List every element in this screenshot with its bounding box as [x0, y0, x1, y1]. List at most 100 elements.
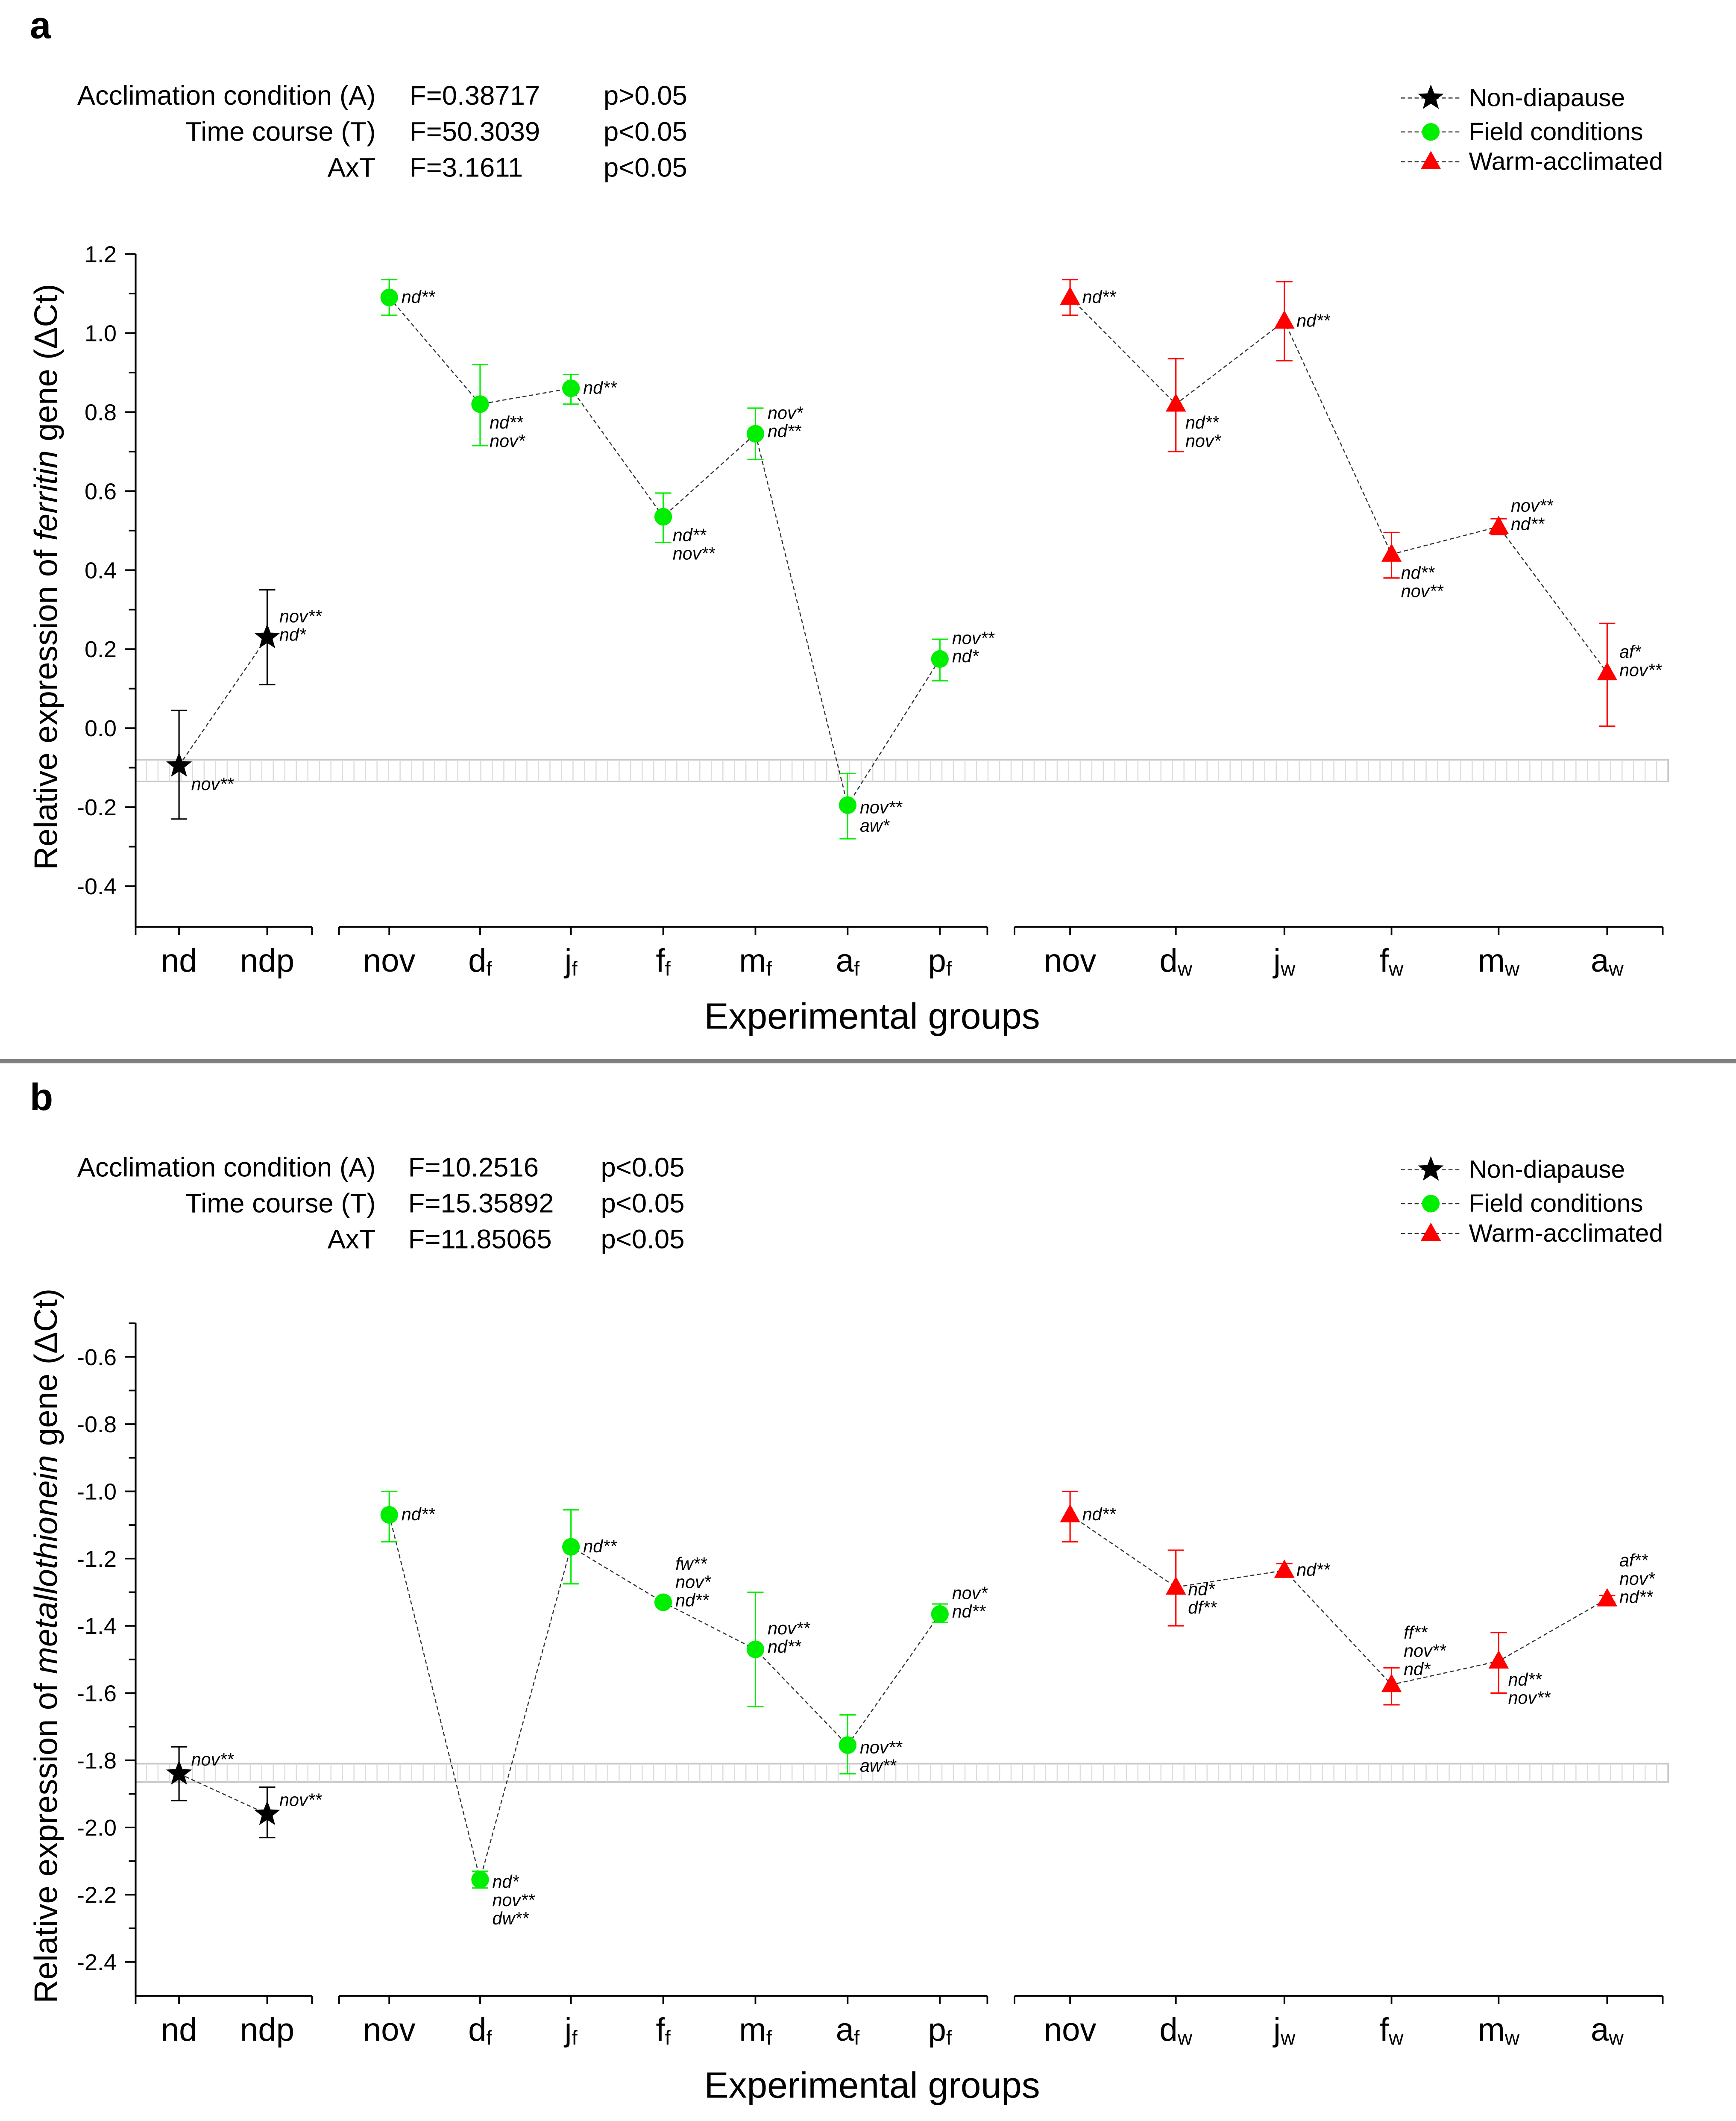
- x-tick-label-main: d: [468, 2012, 486, 2048]
- data-point-triangle-icon: [1274, 1559, 1295, 1578]
- significance-annotation: nd**: [1619, 1587, 1654, 1607]
- stat-p-value: p>0.05: [604, 81, 687, 111]
- y-axis-title-prefix: Relative expression of: [28, 1674, 64, 2003]
- x-tick-label-subscript: f: [766, 2027, 772, 2049]
- significance-annotation: nd**: [1401, 563, 1435, 582]
- series-non_diapause: nov** nov**: [166, 1746, 323, 1839]
- data-point-star-icon: [254, 1800, 280, 1825]
- significance-annotation: nd**: [1508, 1670, 1542, 1689]
- legend-item-non_diapause: Non-diapause: [1401, 84, 1625, 112]
- stat-p-value: p<0.05: [601, 1189, 685, 1219]
- x-tick-label: jw: [1273, 943, 1296, 981]
- significance-annotation: nov**: [279, 607, 323, 626]
- y-tick-label: -1.8: [77, 1748, 117, 1774]
- x-tick-label-main: m: [1478, 943, 1504, 979]
- significance-annotation: nd**: [1296, 1560, 1331, 1580]
- data-point-star-icon: [166, 752, 192, 777]
- y-tick-label: -0.4: [77, 874, 117, 899]
- x-tick-label-main: m: [1478, 2012, 1504, 2048]
- x-tick-label-main: j: [1273, 943, 1281, 979]
- significance-annotation: nd*: [493, 1872, 520, 1892]
- x-tick-label-subscript: f: [946, 2027, 952, 2049]
- series-non_diapause: nov**nov**nd*: [166, 589, 323, 820]
- x-tick-label-main: p: [928, 943, 946, 979]
- data-point-triangle-icon: [1381, 543, 1402, 562]
- significance-annotation: af**: [1619, 1551, 1648, 1570]
- x-tick-label: nov: [1044, 2012, 1097, 2048]
- significance-annotation: nov**: [768, 1619, 811, 1638]
- x-tick-label: mf: [739, 2012, 772, 2050]
- data-point-circle-icon: [654, 508, 672, 526]
- y-tick-label: 0.4: [85, 558, 117, 583]
- x-tick-label: df: [468, 943, 492, 981]
- data-point-circle-icon: [380, 288, 398, 306]
- y-tick-label: -2.4: [77, 1950, 117, 1975]
- x-tick-label-main: f: [656, 943, 665, 979]
- data-point-triangle-icon: [1165, 1576, 1186, 1595]
- x-tick-label: fw: [1380, 943, 1404, 981]
- x-tick-label-subscript: f: [572, 2027, 578, 2049]
- y-axis-title-suffix: gene (ΔCt): [28, 1289, 64, 1455]
- significance-annotation: nd**: [1296, 311, 1331, 330]
- y-axis-title-gene: metallothionein: [28, 1455, 64, 1674]
- data-point-triangle-icon: [1597, 662, 1618, 681]
- x-tick-label: mw: [1478, 943, 1519, 981]
- y-tick-label: -0.2: [77, 795, 117, 820]
- x-tick-label-subscript: w: [1608, 958, 1624, 981]
- significance-annotation: nov**: [493, 1890, 536, 1910]
- x-tick-label-main: j: [564, 943, 572, 979]
- x-tick-label-main: ndp: [240, 2012, 294, 2048]
- y-tick-label: 0.2: [85, 637, 117, 662]
- x-axis-title: Experimental groups: [704, 996, 1040, 1037]
- x-tick-label-subscript: f: [487, 958, 493, 981]
- stat-f-value: F=0.38717: [410, 81, 540, 111]
- x-tick-label-main: nov: [1044, 2012, 1097, 2048]
- legend-marker-triangle-icon: [1420, 1222, 1441, 1241]
- significance-annotation: nov*: [1619, 1569, 1656, 1589]
- data-point-triangle-icon: [1488, 1650, 1509, 1669]
- x-tick-label-subscript: w: [1177, 2027, 1193, 2049]
- stat-label: Time course (T): [185, 117, 376, 147]
- reference-band: [135, 1763, 1669, 1783]
- stat-label: Acclimation condition (A): [77, 81, 376, 111]
- significance-annotation: nov**: [191, 1750, 235, 1769]
- x-tick-label-subscript: f: [766, 958, 772, 981]
- data-point-star-icon: [254, 623, 280, 649]
- legend-label: Non-diapause: [1469, 1156, 1625, 1184]
- y-tick-label: -1.4: [77, 1613, 117, 1639]
- data-point-circle-icon: [839, 1736, 857, 1754]
- x-tick-label-subscript: w: [1177, 958, 1193, 981]
- x-tick-label-subscript: f: [572, 958, 578, 981]
- x-tick-label: jf: [564, 2012, 578, 2050]
- x-tick-label-main: a: [1591, 943, 1609, 979]
- x-tick-label-main: ndp: [240, 943, 294, 979]
- reference-band: [135, 759, 1669, 782]
- stat-p-value: p<0.05: [604, 117, 687, 147]
- x-tick-label-main: nd: [161, 2012, 197, 2048]
- y-tick-label: -2.2: [77, 1882, 117, 1908]
- x-tick-label: ndp: [240, 943, 294, 979]
- legend-marker-triangle-icon: [1420, 151, 1441, 170]
- significance-annotation: nd**: [1082, 1504, 1117, 1524]
- legend-marker-star-icon: [1418, 84, 1444, 109]
- stat-f-value: F=11.85065: [408, 1225, 552, 1254]
- x-tick-label-subscript: w: [1388, 958, 1404, 981]
- data-point-triangle-icon: [1597, 1588, 1618, 1607]
- data-point-triangle-icon: [1488, 516, 1509, 534]
- stat-p-value: p<0.05: [601, 1225, 685, 1254]
- data-point-circle-icon: [471, 395, 489, 413]
- series-line: [179, 637, 268, 766]
- significance-annotation: nd**: [1511, 514, 1545, 534]
- significance-annotation: nd*: [1188, 1580, 1215, 1599]
- x-tick-label-main: nov: [363, 943, 416, 979]
- significance-annotation: nd**: [583, 1536, 617, 1556]
- panel-label: b: [30, 1076, 53, 1118]
- series-warm: nd**nd**nov*nd**nd**nov**nov**nd**af*nov…: [1060, 279, 1663, 727]
- x-tick-label-main: d: [468, 943, 486, 979]
- legend-item-warm: Warm-acclimated: [1401, 1219, 1663, 1247]
- x-tick-label-main: nov: [363, 2012, 416, 2048]
- stat-f-value: F=50.3039: [410, 117, 540, 147]
- data-point-triangle-icon: [1381, 1674, 1402, 1692]
- significance-annotation: nov*: [675, 1572, 712, 1592]
- x-tick-label-main: f: [656, 2012, 665, 2048]
